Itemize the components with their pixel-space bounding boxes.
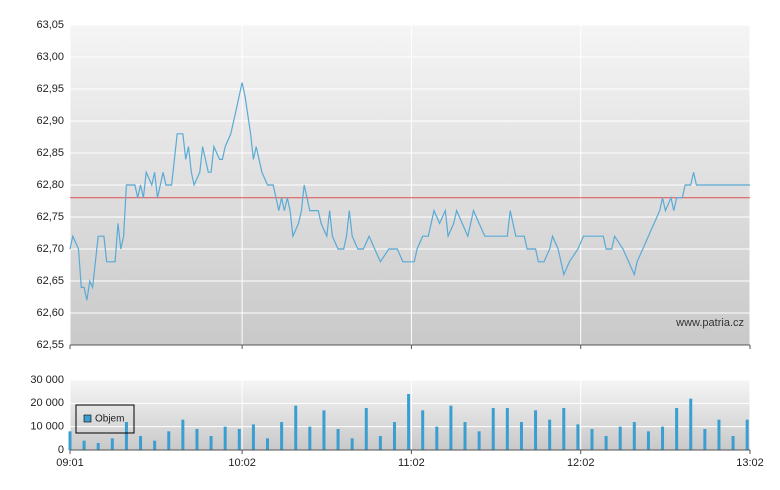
volume-bar — [82, 440, 86, 450]
volume-bar — [689, 398, 693, 450]
y-tick-label: 62,60 — [36, 307, 64, 319]
legend-label: Objem — [95, 414, 124, 425]
volume-bar — [449, 405, 453, 450]
volume-bar — [731, 436, 735, 450]
volume-bar — [294, 405, 298, 450]
volume-bar — [392, 422, 396, 450]
y-tick-label: 62,70 — [36, 243, 64, 255]
y-tick-label: 63,00 — [36, 51, 64, 63]
volume-bar — [548, 419, 552, 450]
volume-bar — [308, 426, 312, 450]
volume-bar — [139, 436, 143, 450]
volume-bar — [421, 410, 425, 450]
volume-bar — [745, 419, 749, 450]
watermark: www.patria.cz — [675, 317, 744, 329]
x-tick-label: 10:02 — [228, 457, 256, 469]
volume-bar — [181, 419, 185, 450]
volume-bar — [463, 422, 467, 450]
y-tick-label: 62,75 — [36, 211, 64, 223]
volume-bar — [562, 408, 566, 450]
volume-bar — [604, 436, 608, 450]
y-tick-label: 62,85 — [36, 147, 64, 159]
volume-bar — [717, 419, 721, 450]
volume-bar — [96, 443, 100, 450]
volume-bar — [576, 424, 580, 450]
volume-bar — [322, 410, 326, 450]
volume-bar — [703, 429, 707, 450]
volume-bar — [661, 426, 665, 450]
volume-bar — [632, 422, 636, 450]
y-tick-label: 30 000 — [30, 374, 64, 386]
x-tick-label: 09:01 — [56, 457, 84, 469]
volume-bar — [505, 408, 509, 450]
volume-bar — [110, 438, 114, 450]
volume-bar — [280, 422, 284, 450]
volume-bar — [195, 429, 199, 450]
x-tick-label: 11:02 — [398, 457, 425, 469]
volume-bar — [266, 438, 270, 450]
volume-bar — [364, 408, 368, 450]
volume-bar — [153, 440, 157, 450]
volume-bar — [167, 431, 171, 450]
y-tick-label: 10 000 — [30, 421, 64, 433]
volume-bar — [223, 426, 227, 450]
y-tick-label: 62,65 — [36, 275, 64, 287]
volume-bar — [491, 408, 495, 450]
volume-bar — [407, 394, 411, 450]
x-tick-label: 13:02 — [736, 457, 764, 469]
volume-bar — [534, 410, 538, 450]
y-tick-label: 20 000 — [30, 397, 64, 409]
volume-bar — [251, 424, 255, 450]
volume-bar — [237, 429, 241, 450]
y-tick-label: 62,90 — [36, 115, 64, 127]
volume-bar — [336, 429, 340, 450]
y-tick-label: 63,05 — [36, 19, 64, 31]
volume-bar — [68, 431, 72, 450]
volume-bar — [590, 429, 594, 450]
volume-bar — [519, 422, 523, 450]
legend-swatch — [83, 414, 92, 423]
x-tick-label: 12:02 — [567, 457, 595, 469]
volume-bar — [675, 408, 679, 450]
volume-bar — [209, 436, 213, 450]
volume-bar — [435, 426, 439, 450]
volume-bar — [378, 436, 382, 450]
legend-box — [75, 404, 135, 434]
y-tick-label: 62,80 — [36, 179, 64, 191]
volume-bar — [124, 422, 128, 450]
y-tick-label: 62,55 — [36, 339, 64, 351]
y-tick-label: 62,95 — [36, 83, 64, 95]
price-line — [69, 82, 750, 301]
y-tick-label: 0 — [58, 444, 64, 456]
volume-bar — [477, 431, 481, 450]
volume-bar — [646, 431, 650, 450]
volume-bar — [350, 438, 354, 450]
volume-bar — [618, 426, 622, 450]
